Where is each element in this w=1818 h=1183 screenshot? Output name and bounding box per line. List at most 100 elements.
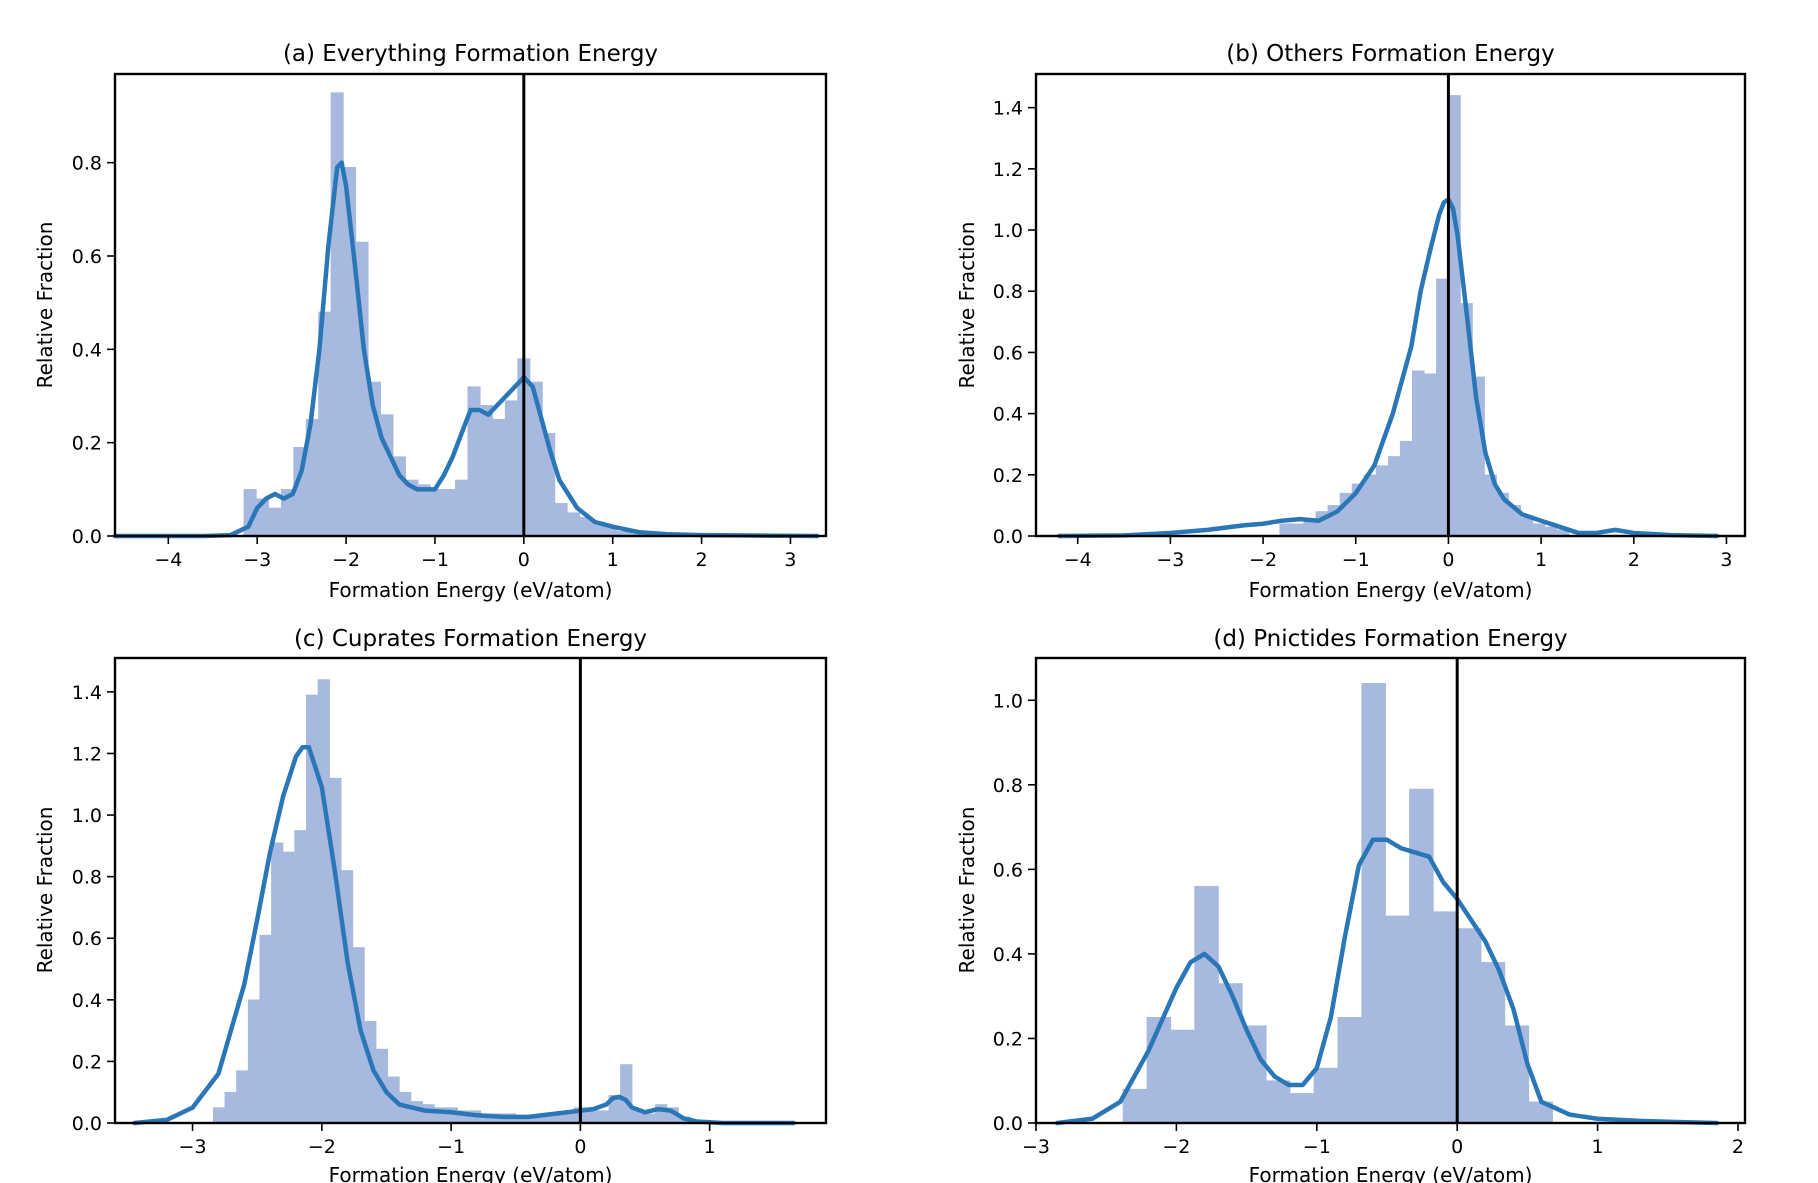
- histogram-bar: [329, 777, 342, 1124]
- histogram-bar: [596, 1110, 610, 1124]
- x-tick-label: −1: [437, 1136, 465, 1158]
- histogram-bar: [212, 1107, 226, 1124]
- histogram-bar: [1218, 983, 1243, 1124]
- y-tick-label: 0.0: [72, 526, 102, 548]
- x-tick-label: −1: [421, 549, 449, 571]
- x-tick-label: 3: [1720, 549, 1732, 571]
- y-tick-label: 0.4: [72, 990, 102, 1012]
- histogram-bar: [340, 870, 354, 1124]
- x-tick-label: −3: [243, 549, 271, 571]
- histogram-bar: [259, 934, 272, 1124]
- histogram-bar: [224, 1091, 237, 1124]
- x-tick-label: −2: [308, 1136, 336, 1158]
- x-tick-label: 0: [574, 1136, 586, 1158]
- x-axis-label: Formation Energy (eV/atom): [329, 1163, 613, 1183]
- histogram-bar: [455, 479, 469, 537]
- x-tick-label: −4: [154, 549, 182, 571]
- histogram-bar: [1385, 915, 1410, 1124]
- histogram-bar: [1424, 373, 1437, 537]
- histogram-bar: [1146, 1017, 1172, 1124]
- y-axis-label: Relative Fraction: [33, 807, 57, 974]
- y-tick-label: 1.0: [993, 220, 1023, 242]
- x-axis-label: Formation Energy (eV/atom): [329, 578, 613, 602]
- histogram-bars: [212, 679, 691, 1124]
- x-axis-label: Formation Energy (eV/atom): [1249, 1163, 1533, 1183]
- axes-frame: [1034, 72, 1747, 538]
- y-axis-label: Relative Fraction: [33, 222, 57, 389]
- histogram-bar: [1504, 1025, 1530, 1124]
- x-tick-label: 0: [1442, 549, 1454, 571]
- histogram-bar: [1456, 928, 1482, 1124]
- x-tick-label: 2: [1628, 549, 1640, 571]
- histogram-bar: [1399, 440, 1413, 537]
- x-tick-label: 2: [1732, 1136, 1744, 1158]
- y-tick-label: 0.2: [993, 1028, 1023, 1050]
- chart-title: (a) Everything Formation Energy: [283, 41, 658, 67]
- histogram-bar: [410, 1101, 423, 1124]
- histogram-bar: [1520, 517, 1534, 537]
- histogram-bar: [1291, 523, 1305, 537]
- histogram-bar: [1170, 1029, 1195, 1124]
- histogram-bar: [643, 1113, 656, 1124]
- panel-others: (b) Others Formation Energy Formation En…: [955, 41, 1747, 602]
- x-tick-label: 0: [518, 549, 530, 571]
- y-axis-label: Relative Fraction: [955, 222, 979, 389]
- x-tick-label: −1: [1303, 1136, 1331, 1158]
- y-tick-label: 0.8: [993, 281, 1023, 303]
- y-tick-label: 0.0: [993, 526, 1023, 548]
- kde-curve: [1054, 837, 1720, 1126]
- histogram-bar: [1409, 788, 1434, 1124]
- histogram-bar: [1363, 474, 1377, 537]
- y-tick-label: 0.6: [72, 928, 102, 950]
- kde-curve: [1056, 197, 1720, 539]
- histogram-bar: [1436, 278, 1449, 537]
- x-axis-label: Formation Energy (eV/atom): [1249, 578, 1533, 602]
- kde-curve: [112, 160, 820, 539]
- histogram-bar: [1303, 520, 1317, 537]
- y-tick-label: 1.2: [993, 159, 1023, 181]
- histogram-bar: [294, 830, 307, 1124]
- y-tick-label: 0.8: [993, 775, 1023, 797]
- histogram-bar: [417, 484, 431, 537]
- y-tick-label: 0.4: [72, 339, 102, 361]
- histogram-bar: [1544, 526, 1558, 537]
- histogram-bar: [1194, 885, 1219, 1124]
- x-tick-label: −3: [179, 1136, 207, 1158]
- x-tick-label: −3: [1022, 1136, 1050, 1158]
- y-axis-label: Relative Fraction: [955, 807, 979, 974]
- histogram-bar: [620, 1064, 633, 1124]
- histogram-bar: [1375, 465, 1389, 537]
- x-tick-label: −2: [1162, 1136, 1190, 1158]
- histogram-bar: [1337, 1017, 1363, 1124]
- histogram-bar: [1313, 1067, 1339, 1124]
- histogram-bar: [1480, 962, 1506, 1124]
- histogram-bar: [442, 489, 456, 537]
- histogram-bar: [1361, 683, 1386, 1124]
- histogram-bar: [1387, 456, 1401, 537]
- y-tick-label: 1.4: [72, 682, 102, 704]
- y-tick-label: 1.0: [993, 690, 1023, 712]
- histogram-bar: [1411, 370, 1425, 537]
- x-tick-label: −1: [1342, 549, 1370, 571]
- y-tick-label: 0.4: [993, 944, 1023, 966]
- histogram-bar: [422, 1104, 435, 1124]
- histogram-bar: [1532, 523, 1546, 537]
- y-tick-label: 1.4: [993, 98, 1023, 120]
- axes-frame: [113, 656, 828, 1125]
- histogram-bar: [1242, 1025, 1267, 1124]
- histogram-bar: [554, 503, 568, 537]
- chart-title: (d) Pnictides Formation Energy: [1213, 626, 1567, 652]
- y-tick-label: 0.4: [993, 404, 1023, 426]
- histogram-bar: [1279, 523, 1293, 537]
- histogram-bar: [479, 405, 494, 537]
- histogram-bar: [1265, 1080, 1291, 1124]
- histogram-bar: [1289, 1093, 1315, 1124]
- histogram-bar: [1448, 95, 1461, 537]
- y-tick-label: 0.8: [72, 153, 102, 175]
- y-tick-label: 0.0: [993, 1113, 1023, 1135]
- x-tick-label: 1: [704, 1136, 716, 1158]
- histogram-bar: [330, 92, 344, 537]
- chart-title: (c) Cuprates Formation Energy: [294, 626, 647, 652]
- histogram-bar: [282, 851, 295, 1124]
